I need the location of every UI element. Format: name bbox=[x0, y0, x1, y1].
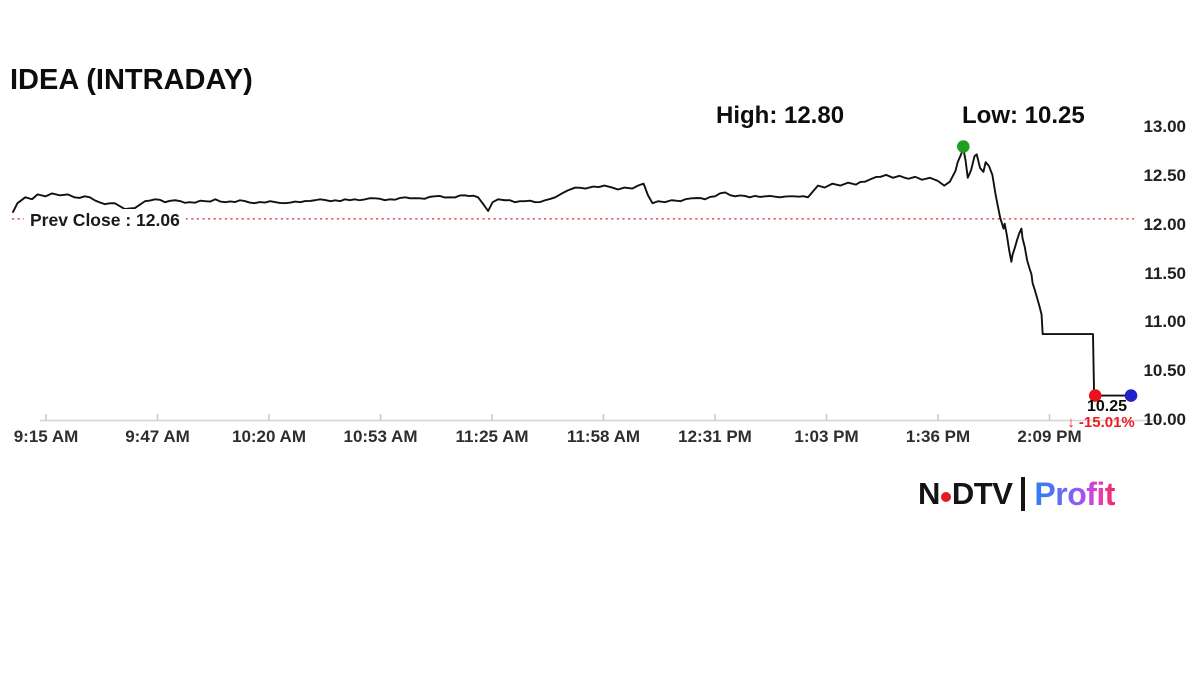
low-value-label: Low: 10.25 bbox=[962, 102, 1085, 129]
page-title: IDEA (INTRADAY) bbox=[10, 64, 253, 96]
x-tick-label: 2:09 PM bbox=[1017, 427, 1082, 446]
high-value-label: High: 12.80 bbox=[716, 102, 845, 129]
x-tick-label: 12:31 PM bbox=[678, 427, 752, 446]
last-price-label: 10.25 bbox=[1086, 398, 1128, 415]
y-tick-label: 10.50 bbox=[1143, 361, 1186, 381]
y-tick-label: 13.00 bbox=[1143, 117, 1186, 136]
y-tick-label: 10.00 bbox=[1143, 410, 1186, 429]
ndtv-letter-n: N bbox=[918, 476, 940, 511]
x-tick-label: 1:03 PM bbox=[794, 427, 859, 446]
logo-divider bbox=[1021, 477, 1026, 511]
x-tick-label: 9:47 AM bbox=[125, 427, 190, 446]
ndtv-wordmark: N DTV bbox=[918, 476, 1013, 512]
ndtv-letters-dtv: DTV bbox=[951, 476, 1013, 511]
y-tick-label: 11.50 bbox=[1144, 263, 1186, 283]
ndtv-red-dot-icon bbox=[940, 492, 951, 502]
y-tick-label: 12.00 bbox=[1143, 214, 1186, 234]
profit-wordmark: Profit bbox=[1034, 475, 1115, 512]
x-tick-label: 1:36 PM bbox=[905, 427, 971, 446]
y-tick-label: 11.00 bbox=[1144, 312, 1186, 332]
x-tick-label: 11:58 AM bbox=[566, 427, 641, 446]
x-tick-label: 10:53 AM bbox=[343, 427, 418, 446]
x-tick-label: 10:20 AM bbox=[231, 427, 306, 446]
prev-close-label: Prev Close : 12.06 bbox=[24, 209, 186, 231]
x-tick-label: 9:15 AM bbox=[13, 427, 79, 446]
ndtv-profit-logo: N DTV Profit bbox=[918, 474, 1115, 514]
last-dot-icon bbox=[1124, 389, 1138, 402]
x-tick-label: 11:25 AM bbox=[455, 427, 529, 446]
low-dot-icon bbox=[1088, 389, 1102, 402]
price-line bbox=[12, 147, 1132, 397]
high-dot-icon bbox=[957, 140, 970, 153]
percent-change-label: ↓ -15.01% bbox=[1067, 414, 1135, 431]
y-tick-label: 12.50 bbox=[1143, 165, 1186, 185]
